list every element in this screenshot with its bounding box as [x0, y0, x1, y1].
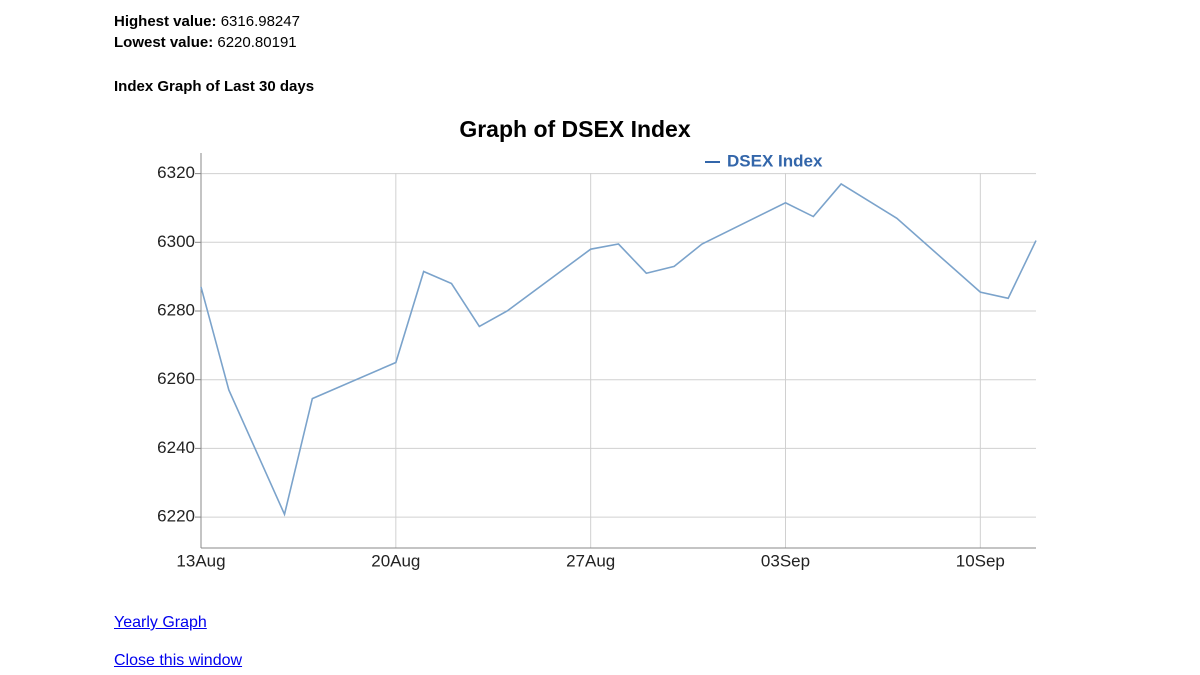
x-tick-label: 20Aug — [371, 551, 420, 570]
close-link[interactable]: Close this window — [114, 652, 243, 669]
subtitle: Index Graph of Last 30 days — [114, 78, 315, 95]
x-tick-label: 27Aug — [566, 551, 615, 570]
y-tick-label: 6240 — [157, 438, 195, 457]
chart-title: Graph of DSEX Index — [459, 116, 691, 142]
y-tick-label: 6220 — [157, 507, 195, 526]
x-tick-label: 10Sep — [956, 551, 1005, 570]
highest-row: Highest value: 6316.98247 — [114, 13, 300, 30]
y-tick-label: 6320 — [157, 163, 195, 182]
chart: Graph of DSEX Index 6220 6240 6260 6280 6300… — [157, 116, 1037, 570]
label: Highest value: — [114, 13, 217, 30]
y-tick-label: 6300 — [157, 232, 195, 251]
y-tick-label: 6280 — [157, 300, 195, 319]
y-tick-label: 6260 — [157, 369, 195, 388]
label: Lowest value: — [114, 34, 214, 51]
x-tick-label: 13Aug — [176, 551, 225, 570]
legend-label: DSEX Index — [727, 151, 823, 170]
value: 6316.98247 — [220, 13, 300, 30]
lowest-row: Lowest value: 6220.80191 — [114, 34, 297, 51]
value: 6220.80191 — [217, 34, 297, 51]
line — [200, 182, 1037, 517]
x-tick-label: 03Sep — [761, 551, 810, 570]
yearly-link[interactable]: Yearly Graph — [114, 614, 207, 631]
